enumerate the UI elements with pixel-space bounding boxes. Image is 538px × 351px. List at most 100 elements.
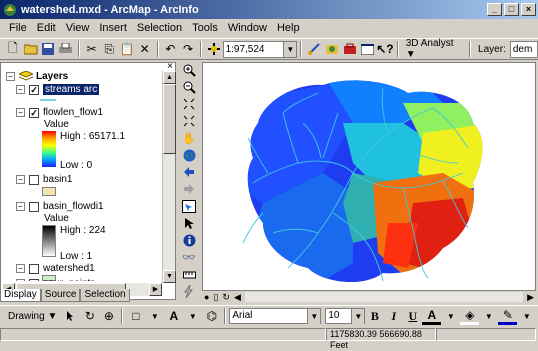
cut-icon[interactable]: ✂ — [86, 42, 97, 56]
layer-visibility-checkbox[interactable]: ✓ — [29, 84, 39, 95]
full-extent-globe-icon[interactable] — [180, 147, 198, 163]
toc-root[interactable]: − Layers — [6, 71, 68, 82]
zoom-in-icon[interactable] — [180, 62, 198, 78]
scroll-thumb[interactable] — [163, 84, 176, 154]
chevron-down-icon[interactable]: ▼ — [307, 309, 321, 324]
tab-selection[interactable]: Selection — [80, 289, 130, 302]
open-folder-icon[interactable] — [22, 40, 40, 58]
chevron-down-icon[interactable]: ▼ — [446, 311, 455, 321]
fixed-zoom-out-icon[interactable] — [180, 113, 198, 129]
menu-tools[interactable]: Tools — [192, 22, 218, 34]
copy-icon[interactable]: ⎘ — [104, 41, 115, 56]
print-icon[interactable] — [57, 40, 75, 58]
scroll-right-icon[interactable]: ▶ — [149, 283, 162, 296]
new-document-icon[interactable]: 🗋 — [8, 40, 18, 55]
tab-display[interactable]: Display — [0, 289, 41, 302]
measure-icon[interactable] — [180, 266, 198, 282]
save-icon[interactable] — [39, 40, 57, 58]
underline-button[interactable]: U — [408, 308, 418, 323]
map-scale-combo[interactable]: 1:97,524 ▼ — [222, 40, 298, 58]
select-features-icon[interactable] — [180, 198, 198, 214]
whats-this-help-icon[interactable]: ↖? — [376, 42, 394, 56]
fixed-zoom-in-icon[interactable] — [180, 96, 198, 112]
toc-layer-watershed1[interactable]: − watershed1 — [16, 263, 95, 274]
layer-visibility-checkbox[interactable] — [29, 278, 39, 281]
minimize-button[interactable]: _ — [487, 3, 502, 16]
scroll-up-icon[interactable]: ▲ — [163, 71, 176, 84]
map-horizontal-scrollbar[interactable] — [244, 292, 524, 302]
layer-visibility-checkbox[interactable] — [29, 201, 39, 212]
menu-selection[interactable]: Selection — [136, 22, 183, 34]
collapse-icon[interactable]: − — [16, 279, 25, 281]
arccatalog-icon[interactable] — [323, 40, 341, 58]
chevron-down-icon[interactable]: ▼ — [150, 311, 159, 321]
editor-toolbar-icon[interactable] — [305, 40, 323, 58]
zoom-out-icon[interactable] — [180, 79, 198, 95]
line-color-icon[interactable]: ✎ — [498, 307, 518, 325]
refresh-icon[interactable]: ↻ — [222, 291, 230, 302]
toc-close-icon[interactable]: × — [167, 61, 173, 72]
layout-view-icon[interactable]: ▯ — [213, 291, 219, 302]
collapse-icon[interactable]: − — [16, 175, 25, 184]
select-elements-arrow-icon[interactable] — [180, 215, 198, 231]
find-binoculars-icon[interactable]: 👓 — [182, 251, 196, 264]
drawing-menu[interactable]: Drawing ▼ — [8, 310, 58, 322]
collapse-icon[interactable]: − — [16, 264, 25, 273]
toc-layer-flowlen[interactable]: − ✓ flowlen_flow1 — [16, 107, 103, 118]
text-tool-icon[interactable]: A — [169, 309, 179, 323]
fill-color-icon[interactable]: ◈ — [460, 307, 480, 325]
chevron-down-icon[interactable]: ▼ — [188, 311, 197, 321]
menu-help[interactable]: Help — [276, 22, 300, 34]
font-color-icon[interactable]: A — [422, 307, 442, 325]
bold-button[interactable]: B — [370, 308, 379, 323]
back-extent-icon[interactable] — [180, 164, 198, 180]
tab-source[interactable]: Source — [40, 289, 81, 302]
map-display[interactable] — [202, 62, 536, 291]
layer-visibility-checkbox[interactable] — [29, 174, 39, 185]
font-name-combo[interactable]: Arial ▼ — [229, 308, 322, 324]
menu-view[interactable]: View — [65, 22, 90, 34]
collapse-icon[interactable]: − — [16, 108, 25, 117]
scroll-left-icon[interactable]: ◀ — [233, 291, 241, 302]
delete-icon[interactable]: ✕ — [139, 42, 150, 56]
collapse-icon[interactable]: − — [6, 72, 15, 81]
scroll-down-icon[interactable]: ▼ — [163, 270, 176, 283]
collapse-icon[interactable]: − — [16, 202, 25, 211]
scroll-right-icon[interactable]: ▶ — [527, 291, 534, 302]
maximize-button[interactable]: □ — [504, 3, 519, 16]
arctoolbox-icon[interactable] — [341, 40, 359, 58]
menu-window[interactable]: Window — [227, 22, 267, 34]
add-data-icon[interactable] — [205, 40, 223, 58]
data-view-icon[interactable]: ● — [204, 292, 210, 302]
layer-select[interactable]: dem — [509, 40, 538, 58]
menu-file[interactable]: File — [9, 22, 27, 34]
chevron-down-icon[interactable]: ▼ — [351, 309, 365, 324]
hyperlink-lightning-icon[interactable] — [180, 283, 198, 299]
edit-vertices-icon[interactable]: ⌬ — [206, 309, 218, 323]
menu-insert[interactable]: Insert — [99, 22, 127, 34]
chevron-down-icon[interactable]: ▼ — [283, 41, 297, 57]
zoom-whole-page-icon[interactable]: ⊕ — [103, 309, 114, 323]
toc-layer-pour-points[interactable]: − pour_points — [16, 278, 95, 281]
layer-visibility-checkbox[interactable] — [29, 263, 39, 274]
rotate-icon[interactable]: ↻ — [84, 309, 95, 323]
menu-edit[interactable]: Edit — [36, 22, 56, 34]
chevron-down-icon[interactable]: ▼ — [522, 311, 531, 321]
font-size-combo[interactable]: 10 ▼ — [325, 308, 366, 324]
redo-icon[interactable]: ↷ — [183, 42, 194, 56]
command-line-icon[interactable] — [358, 40, 376, 58]
layer-visibility-checkbox[interactable]: ✓ — [29, 107, 39, 118]
close-button[interactable]: × — [521, 3, 536, 16]
collapse-icon[interactable]: − — [16, 85, 25, 94]
identify-icon[interactable] — [180, 232, 198, 248]
pan-hand-icon[interactable]: ✋ — [182, 132, 196, 145]
paste-icon[interactable]: 📋 — [119, 42, 135, 56]
toc-vertical-scrollbar[interactable]: ▲ ▼ — [162, 71, 176, 283]
toc-layer-basin1[interactable]: − basin1 — [16, 174, 72, 185]
toc-layer-streams[interactable]: − ✓ streams arc — [16, 84, 100, 95]
chevron-down-icon[interactable]: ▼ — [484, 311, 493, 321]
3d-analyst-menu[interactable]: 3D Analyst ▼ — [405, 38, 454, 60]
toc-layer-basin-flowdir[interactable]: − basin_flowdi1 — [16, 201, 104, 212]
italic-button[interactable]: I — [391, 308, 397, 323]
undo-icon[interactable]: ↶ — [165, 42, 176, 56]
